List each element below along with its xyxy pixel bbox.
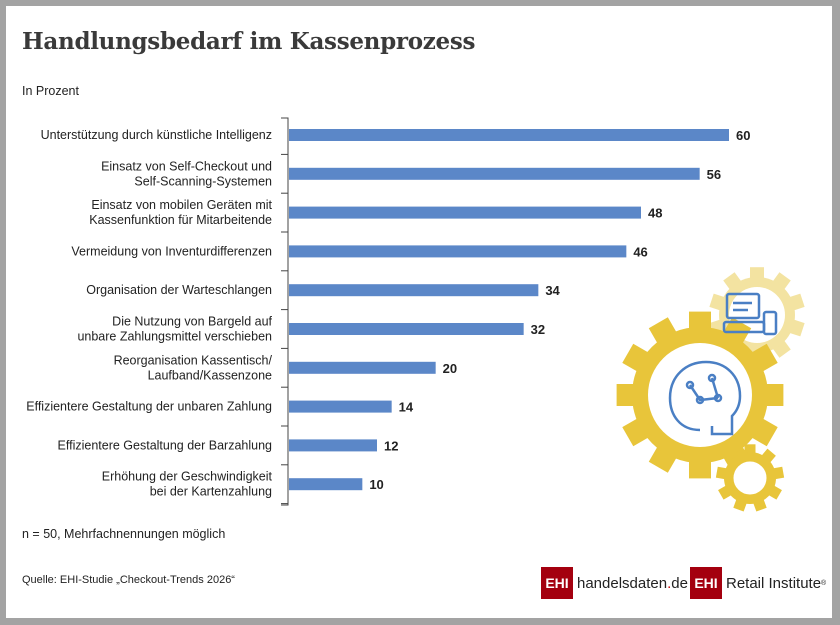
illustration-gears [616,267,805,512]
bar [289,167,700,180]
category-label: Self-Scanning-Systemen [134,174,272,188]
data-label: 12 [384,438,398,453]
data-label: 34 [545,283,560,298]
bar [289,129,729,141]
unit-label: In Prozent [22,84,79,98]
bar [289,478,363,491]
bar [289,361,436,374]
data-label: 60 [736,128,750,143]
ai-head-icon [668,360,742,436]
bar [289,206,641,219]
category-label: Die Nutzung von Bargeld auf [112,315,272,329]
logo-text: Retail Institute [726,574,822,592]
pos-terminal-icon [722,292,778,336]
data-label: 56 [707,167,721,182]
bar [289,400,392,413]
data-label: 14 [399,400,414,415]
y-axis [281,117,289,506]
category-label: Effizientere Gestaltung der unbaren Zahl… [26,400,272,414]
category-label: Einsatz von Self-Checkout und [101,159,272,173]
gear-small-icon [715,444,785,512]
bar [289,323,524,335]
category-label: Organisation der Warteschlangen [86,283,272,297]
handelsdaten-logo[interactable]: EHI handelsdaten. de [541,567,688,599]
category-label: Einsatz von mobilen Geräten mit [91,198,272,212]
bar [289,245,627,258]
logo-text: handelsdaten [577,574,668,592]
data-label: 48 [648,206,662,221]
data-label: 20 [443,361,457,376]
logo-tld: de [671,574,688,592]
category-label: Reorganisation Kassentisch/ [114,353,273,367]
bar [289,284,539,297]
source-note: Quelle: EHI-Studie „Checkout-Trends 2026… [22,574,235,586]
category-label: Erhöhung der Geschwindigkeit [102,470,273,484]
bar [289,439,377,452]
category-label: Vermeidung von Inventurdifferenzen [71,244,272,258]
sample-note: n = 50, Mehrfachnennungen möglich [22,527,226,541]
category-label: Effizientere Gestaltung der Barzahlung [58,438,273,452]
logo-dot: . [667,574,672,592]
data-label: 10 [369,477,383,492]
category-label: bei der Kartenzahlung [150,485,272,499]
category-label: Kassenfunktion für Mitarbeitende [89,213,272,227]
data-label: 32 [531,322,545,337]
ehi-mark: EHI [541,567,573,599]
chart-title: Handlungsbedarf im Kassenprozess [22,28,476,55]
category-label: unbare Zahlungsmittel verschieben [77,330,272,344]
data-label: 46 [633,244,647,259]
ehi-retail-institute-logo[interactable]: EHI Retail Institute ® [690,567,826,599]
ehi-mark: EHI [690,567,722,599]
category-label: Laufband/Kassenzone [148,368,272,382]
registered-mark: ® [821,579,827,587]
category-label: Unterstützung durch künstliche Intellige… [41,128,272,142]
